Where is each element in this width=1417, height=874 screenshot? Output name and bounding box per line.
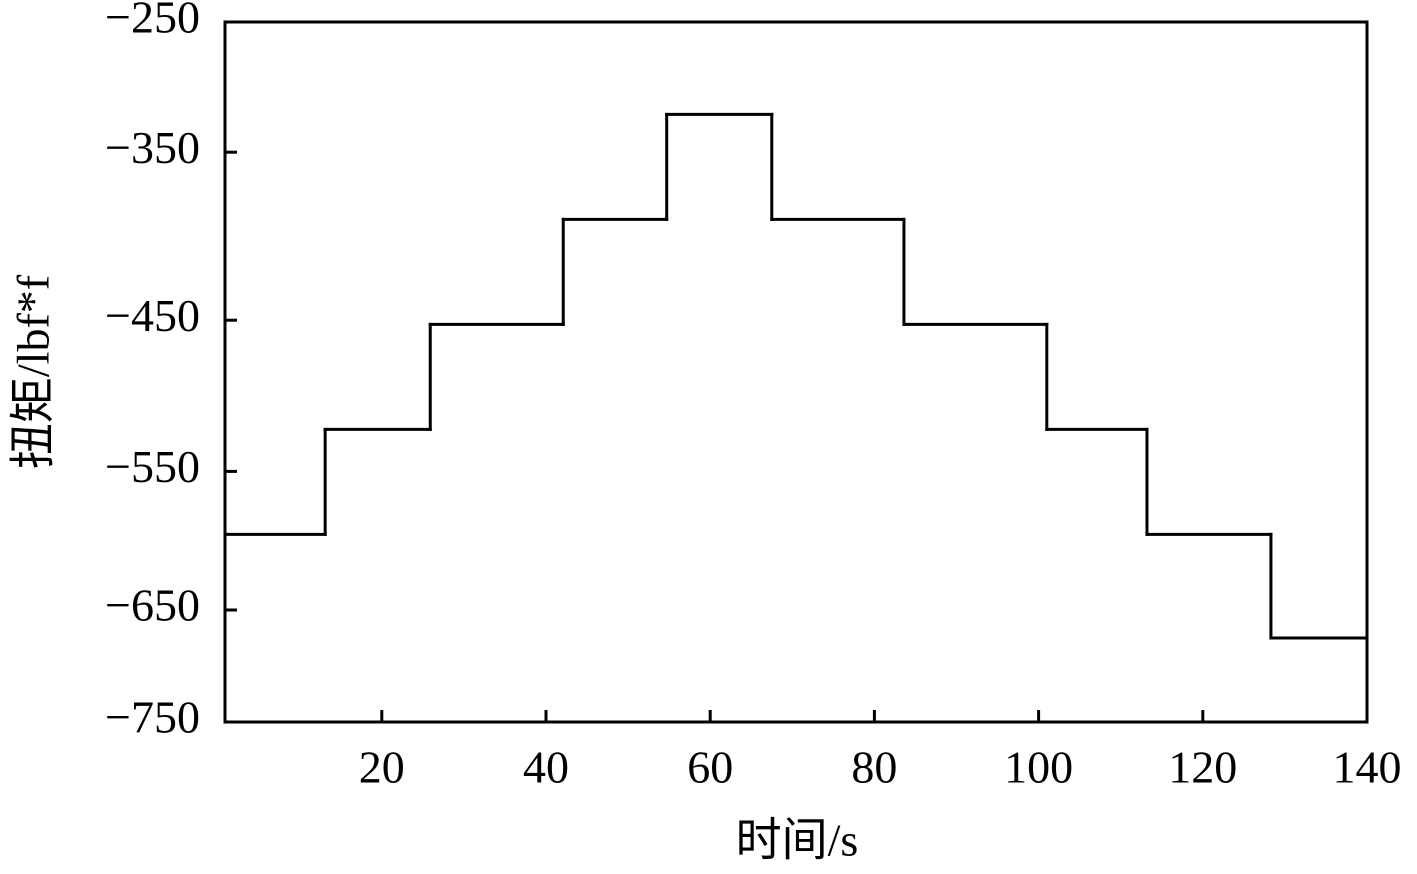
x-tick-label: 20 <box>359 742 405 793</box>
x-tick-label: 40 <box>523 742 569 793</box>
x-tick-label: 140 <box>1333 742 1402 793</box>
x-tick-label: 100 <box>1004 742 1073 793</box>
y-tick-label: −450 <box>105 290 200 341</box>
y-tick-label: −650 <box>105 580 200 631</box>
y-tick-label: −250 <box>105 0 200 43</box>
x-tick-label: 80 <box>851 742 897 793</box>
x-axis-label: 时间/s <box>736 815 859 866</box>
x-tick-label: 120 <box>1168 742 1237 793</box>
y-tick-label: −750 <box>105 692 200 743</box>
y-axis-label: 扭矩/lbf*f <box>8 274 59 469</box>
plot-frame <box>223 20 1369 724</box>
y-tick-label: −350 <box>105 122 200 173</box>
y-tick-label: −550 <box>105 441 200 492</box>
x-tick-label: 60 <box>687 742 733 793</box>
